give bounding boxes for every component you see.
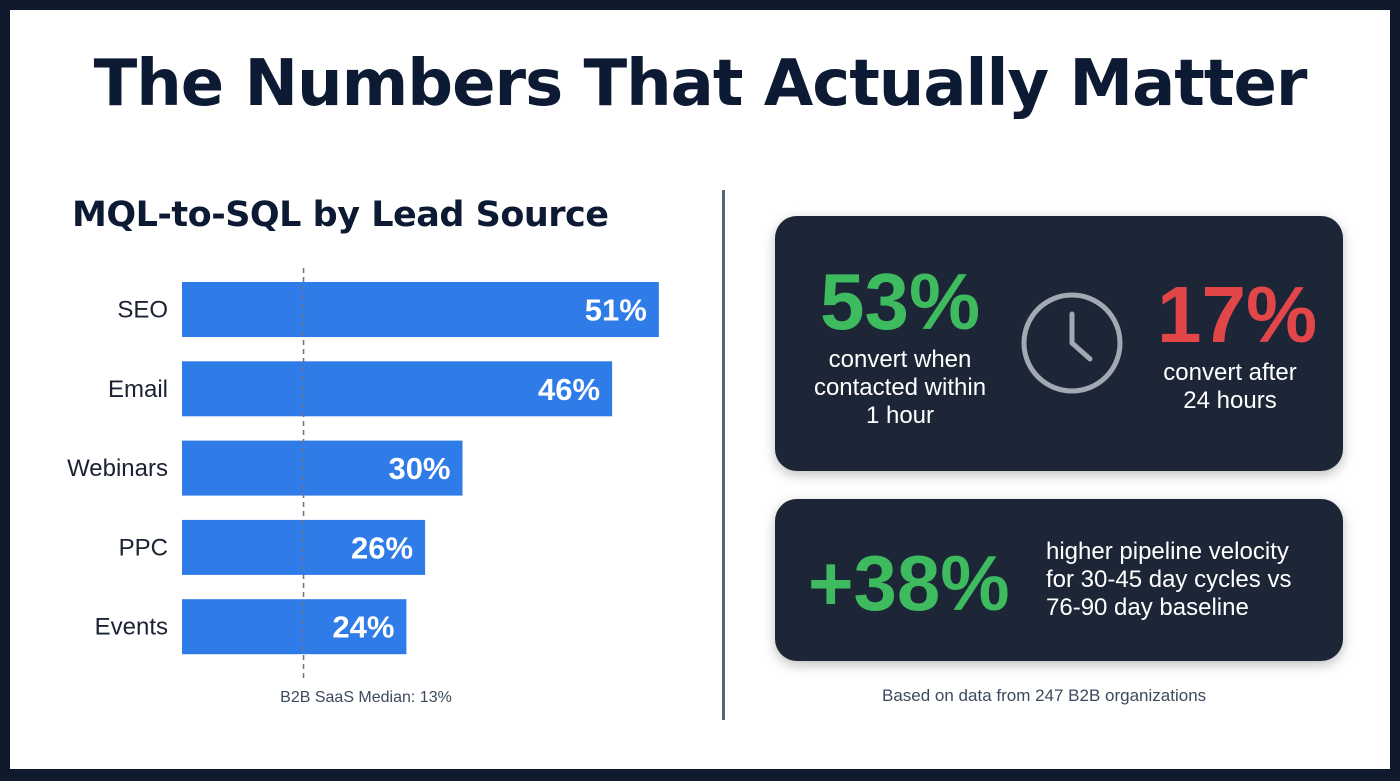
fast-contact-description: convert when contacted within 1 hour [800,346,1000,430]
footnote: Based on data from 247 B2B organizations [882,686,1207,705]
bar-webinars [182,440,463,496]
slow-contact-line: convert after [1163,359,1297,386]
velocity-description: higher pipeline velocity for 30-45 day c… [1046,538,1336,622]
velocity-line: higher pipeline velocity [1046,538,1289,565]
clock-icon [1021,292,1123,394]
bar-chart: SEO 51% Email 46% Webinars 30% PPC 26% Events 24%… [67,268,659,706]
value-label: 46% [538,372,600,407]
slow-contact-stat: 17% [1157,270,1318,359]
bar-email [182,361,613,417]
fast-contact-line: convert when [828,346,972,373]
pipeline-velocity-card [775,499,1343,661]
value-label: 26% [351,530,413,565]
chart-title: MQL-to-SQL by Lead Source [72,195,609,235]
value-label: 51% [585,293,647,328]
category-label: Events [95,614,168,641]
value-label: 30% [388,451,450,486]
velocity-line: 76-90 day baseline [1046,594,1249,621]
category-label: Webinars [67,455,168,482]
bar-events [182,599,407,655]
slow-contact-description: convert after 24 hours [1130,359,1330,415]
response-time-card [775,216,1343,471]
fast-contact-line: contacted within [813,374,987,401]
median-label: B2B SaaS Median: 13% [280,689,452,706]
page-title: The Numbers That Actually Matter [93,47,1308,121]
bar-seo [182,282,659,337]
fast-contact-line: 1 hour [865,402,935,429]
fast-contact-stat: 53% [820,257,981,346]
slow-contact-line: 24 hours [1183,387,1277,414]
divider [722,190,725,720]
velocity-stat: +38% [808,539,1010,627]
category-label: PPC [119,534,168,561]
value-label: 24% [332,610,394,645]
category-label: Email [108,376,168,403]
velocity-line: for 30-45 day cycles vs [1046,566,1292,593]
category-label: SEO [117,297,168,324]
